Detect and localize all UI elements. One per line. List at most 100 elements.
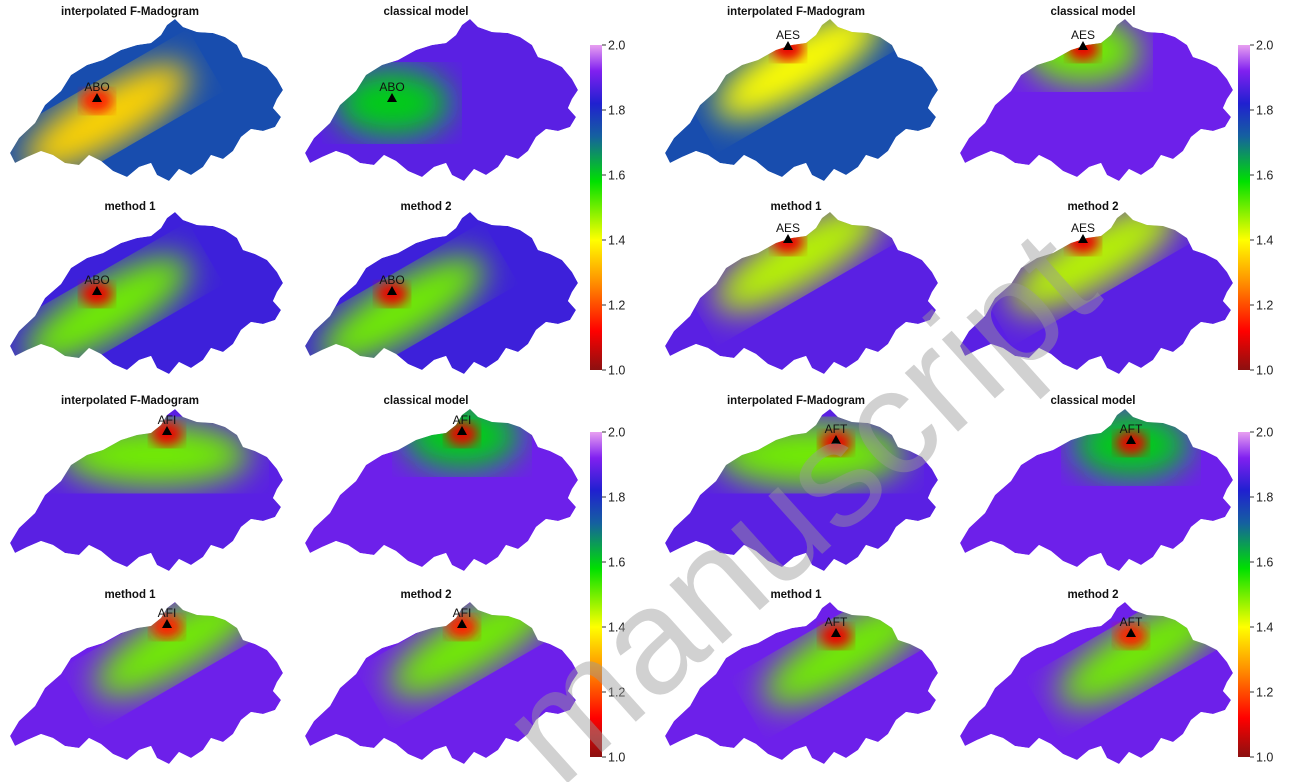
station-marker xyxy=(1126,628,1136,637)
map-field xyxy=(10,19,283,181)
colorbar-tick-label: 1.4 xyxy=(1256,234,1273,248)
colorbar-tick-label: 1.8 xyxy=(1256,104,1273,118)
colorbar-scale xyxy=(590,432,602,757)
panel-title: method 2 xyxy=(1067,201,1118,213)
station-label: AFT xyxy=(825,422,848,436)
map-panel: method 2 AFT xyxy=(960,589,1233,764)
map-feature xyxy=(334,69,450,137)
station-label: ABO xyxy=(84,80,109,94)
map-panel: classical model AES xyxy=(960,6,1233,181)
colorbar-tick-label: 1.4 xyxy=(1256,621,1273,635)
station-marker xyxy=(1078,234,1088,243)
station-marker xyxy=(92,93,102,102)
colorbar-tick-label: 1.2 xyxy=(1256,299,1273,313)
panel-title: method 1 xyxy=(104,589,156,601)
panel-title: method 2 xyxy=(1067,589,1118,601)
panel-title: classical model xyxy=(1050,395,1135,407)
map-field xyxy=(305,19,578,181)
colorbar-tick-label: 1.6 xyxy=(608,556,625,570)
station-label: AFT xyxy=(825,615,848,629)
station-label: ABO xyxy=(379,80,404,94)
station-marker xyxy=(1126,435,1136,444)
map-base xyxy=(305,409,578,571)
station-marker xyxy=(387,286,397,295)
station-marker xyxy=(457,426,467,435)
colorbar-tick-label: 1.6 xyxy=(1256,556,1273,570)
map-base xyxy=(665,19,938,181)
station-label: ABO xyxy=(84,273,109,287)
colorbar-tick-label: 1.0 xyxy=(1256,364,1273,378)
panel-title: method 1 xyxy=(770,201,822,213)
map-feature xyxy=(23,62,191,172)
map-base xyxy=(960,212,1233,374)
colorbar-tick-label: 1.4 xyxy=(608,234,625,248)
station-marker xyxy=(783,234,793,243)
colorbar: 1.0 1.2 1.4 1.6 1.8 2.0 xyxy=(590,39,625,378)
colorbar-tick-label: 2.0 xyxy=(608,39,625,53)
map-feature xyxy=(714,212,882,313)
colorbar-tick-label: 2.0 xyxy=(608,426,625,440)
panel-title: interpolated F-Madogram xyxy=(61,395,199,407)
colorbar-tick-label: 1.0 xyxy=(608,751,625,765)
colorbar-tick-label: 2.0 xyxy=(1256,39,1273,53)
map-panel: method 1 AES xyxy=(665,201,938,374)
station-label: AFI xyxy=(158,606,177,620)
station-marker xyxy=(1078,41,1088,50)
panel-grid: interpolated F-Madogram ABO classical mode… xyxy=(10,6,1233,764)
map-panel: interpolated F-Madogram AFI xyxy=(10,395,283,571)
map-field xyxy=(960,19,1233,181)
map-field xyxy=(960,212,1233,374)
map-field xyxy=(10,212,283,374)
station-label: AES xyxy=(1071,221,1095,235)
colorbar-tick-label: 1.6 xyxy=(608,169,625,183)
station-marker xyxy=(831,435,841,444)
map-base xyxy=(665,212,938,374)
map-feature xyxy=(318,255,486,365)
station-marker xyxy=(783,41,793,50)
map-panel: interpolated F-Madogram ABO xyxy=(10,6,283,181)
station-marker xyxy=(162,426,172,435)
station-label: AFI xyxy=(158,413,177,427)
map-field xyxy=(305,409,578,571)
map-panel: method 2 AES xyxy=(960,201,1233,374)
colorbar-tick-label: 1.2 xyxy=(608,686,625,700)
station-marker xyxy=(162,619,172,628)
colorbar: 1.0 1.2 1.4 1.6 1.8 2.0 xyxy=(1238,39,1273,378)
map-base xyxy=(960,19,1233,181)
station-marker xyxy=(457,619,467,628)
colorbar-tick-label: 1.8 xyxy=(608,104,625,118)
colorbars: 1.01.21.41.61.82.01.01.21.41.61.82.01.01… xyxy=(590,39,1273,765)
map-field xyxy=(960,602,1233,764)
station-label: AFI xyxy=(453,413,472,427)
panel-title: classical model xyxy=(1050,6,1135,18)
map-panel: method 1 ABO xyxy=(10,201,283,374)
colorbar-tick-label: 1.8 xyxy=(1256,491,1273,505)
colorbar-scale xyxy=(590,45,602,370)
panel-title: method 2 xyxy=(400,589,451,601)
panel-title: method 1 xyxy=(104,201,156,213)
colorbar-scale xyxy=(1238,432,1250,757)
station-marker xyxy=(387,93,397,102)
colorbar-tick-label: 1.0 xyxy=(608,364,625,378)
station-label: AFI xyxy=(453,606,472,620)
station-label: ABO xyxy=(379,273,404,287)
map-feature xyxy=(1009,212,1177,313)
colorbar: 1.0 1.2 1.4 1.6 1.8 2.0 xyxy=(1238,426,1273,765)
colorbar-tick-label: 1.2 xyxy=(608,299,625,313)
panel-title: classical model xyxy=(383,395,468,407)
map-field xyxy=(665,19,938,181)
map-base xyxy=(10,409,283,571)
station-label: AES xyxy=(1071,28,1095,42)
map-panel: interpolated F-Madogram AES xyxy=(665,6,938,181)
map-feature xyxy=(714,19,882,120)
panel-title: method 2 xyxy=(400,201,451,213)
station-label: AFT xyxy=(1120,422,1143,436)
map-feature xyxy=(23,255,191,365)
colorbar-tick-label: 1.4 xyxy=(608,621,625,635)
station-marker xyxy=(92,286,102,295)
panel-title: interpolated F-Madogram xyxy=(61,6,199,18)
station-label: AFT xyxy=(1120,615,1143,629)
station-label: AES xyxy=(776,28,800,42)
